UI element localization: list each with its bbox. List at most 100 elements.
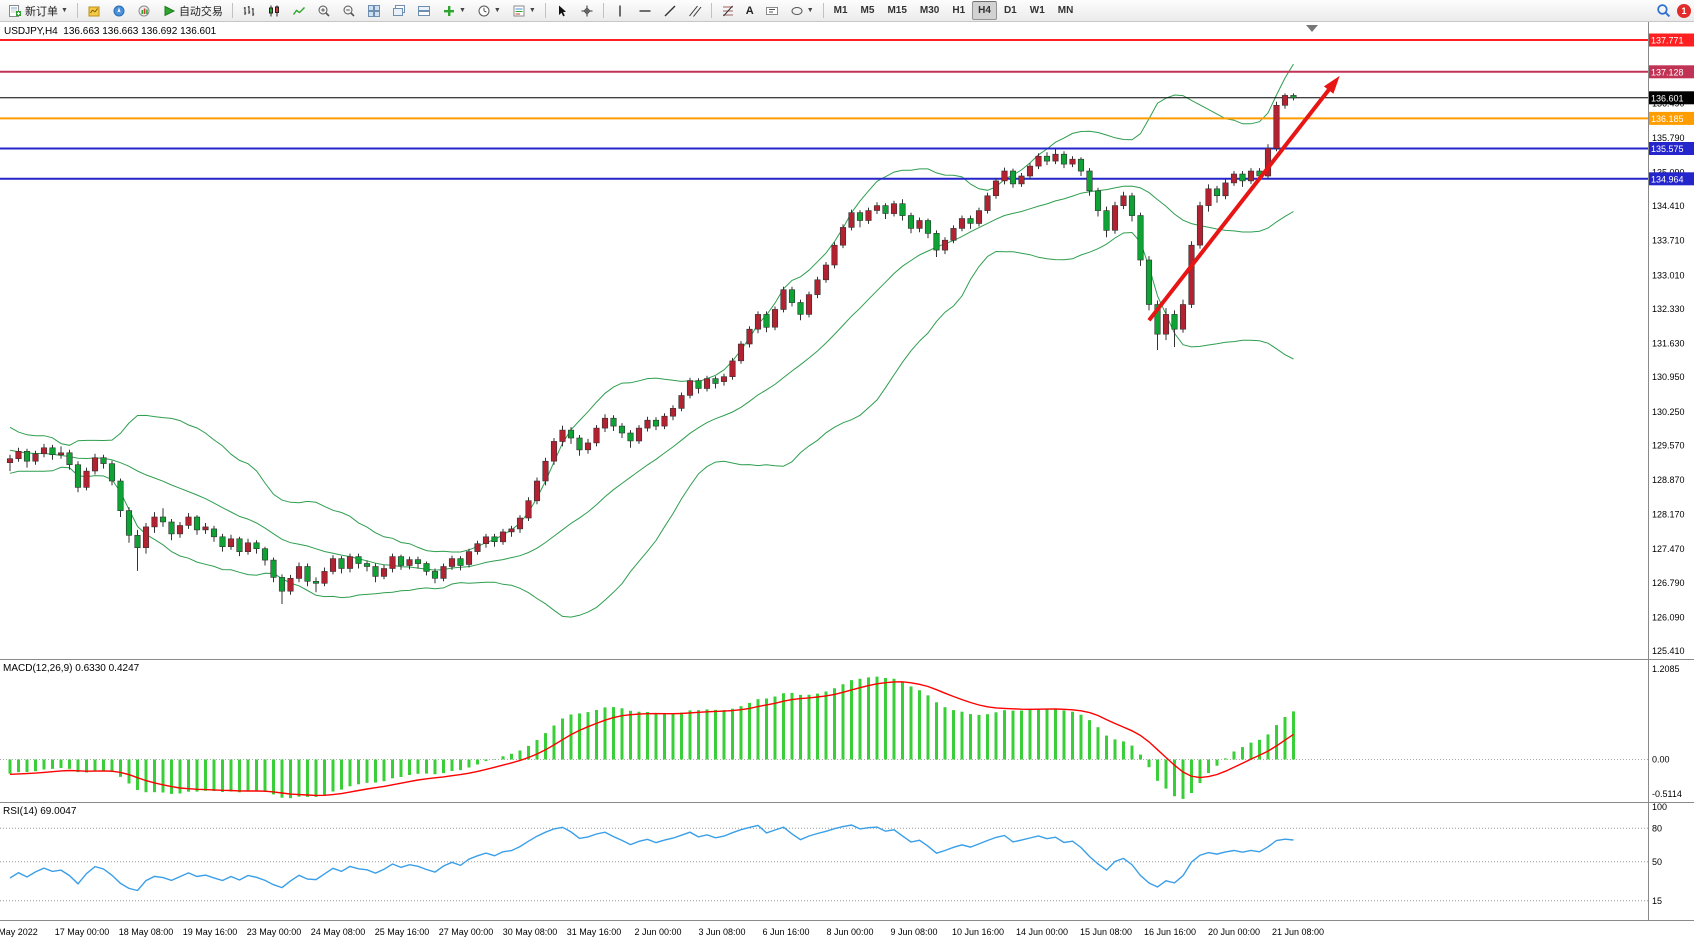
new-order-caret-icon: ▼ bbox=[61, 7, 68, 14]
horizontal-line-icon bbox=[639, 9, 651, 12]
templates-button[interactable]: ▼ bbox=[507, 1, 541, 21]
timeframe-d1-button[interactable]: D1 bbox=[1003, 5, 1017, 16]
line-chart-mode-button[interactable] bbox=[287, 1, 311, 21]
chart-shift-marker[interactable] bbox=[1306, 25, 1318, 32]
svg-text:80: 80 bbox=[1652, 823, 1662, 833]
arrange-windows-button[interactable] bbox=[412, 1, 436, 21]
svg-text:1.2085: 1.2085 bbox=[1652, 664, 1680, 674]
svg-text:136.185: 136.185 bbox=[1651, 114, 1684, 124]
svg-text:133.010: 133.010 bbox=[1652, 270, 1685, 280]
zoom-in-button[interactable] bbox=[312, 1, 336, 21]
svg-text:137.771: 137.771 bbox=[1651, 36, 1684, 46]
svg-text:14 Jun 00:00: 14 Jun 00:00 bbox=[1016, 927, 1068, 937]
shapes-tool-button[interactable]: ▼ bbox=[785, 1, 819, 21]
autotrading-label: 自动交易 bbox=[178, 5, 223, 18]
text-tool-button[interactable]: A bbox=[741, 1, 759, 21]
shapes-caret-icon: ▼ bbox=[806, 7, 814, 14]
main-price-panel bbox=[0, 25, 1648, 618]
svg-text:25 May 16:00: 25 May 16:00 bbox=[375, 927, 430, 937]
horizontal-line-tool-button[interactable] bbox=[633, 1, 657, 21]
price-tag-134.964 bbox=[1648, 172, 1694, 186]
svg-text:137.128: 137.128 bbox=[1651, 67, 1684, 77]
navigator-icon bbox=[113, 5, 125, 16]
svg-text:134.964: 134.964 bbox=[1651, 174, 1684, 184]
svg-text:24 May 08:00: 24 May 08:00 bbox=[311, 927, 366, 937]
price-tag-136.601 bbox=[1648, 91, 1694, 105]
new-order-button[interactable]: 新订单 ▼ bbox=[3, 1, 73, 21]
panel-borders bbox=[0, 22, 1694, 921]
templates-caret-icon: ▼ bbox=[528, 7, 536, 14]
chart-canvas[interactable]: 136.490135.790135.090134.410133.710133.0… bbox=[0, 22, 1694, 943]
timeframe-h1-button[interactable]: H1 bbox=[952, 5, 966, 16]
chart-area[interactable]: 136.490135.790135.090134.410133.710133.0… bbox=[0, 22, 1694, 943]
fibonacci-tool-button[interactable] bbox=[716, 1, 740, 21]
autotrading-button[interactable]: 自动交易 bbox=[157, 1, 228, 21]
terminal-icon bbox=[138, 5, 150, 16]
timeframe-m15-button[interactable]: M15 bbox=[887, 5, 907, 16]
svg-text:130.950: 130.950 bbox=[1652, 372, 1685, 382]
svg-text:128.170: 128.170 bbox=[1652, 510, 1685, 520]
price-tag-136.185 bbox=[1648, 111, 1694, 125]
timeframe-m1-button[interactable]: M1 bbox=[833, 5, 848, 16]
vertical-line-icon bbox=[619, 5, 621, 16]
channel-icon bbox=[688, 5, 702, 17]
price-tag-135.575 bbox=[1648, 142, 1694, 155]
terminal-button[interactable] bbox=[132, 1, 156, 21]
svg-text:128.870: 128.870 bbox=[1652, 475, 1685, 485]
chart-ohlc-values: 136.663 136.663 136.692 136.601 bbox=[63, 26, 217, 37]
indicators-caret-icon: ▼ bbox=[458, 7, 466, 14]
toolbar-separator bbox=[602, 3, 604, 18]
svg-text:131.630: 131.630 bbox=[1652, 339, 1685, 349]
svg-text:18 May 08:00: 18 May 08:00 bbox=[119, 927, 174, 937]
zoom-out-button[interactable] bbox=[337, 1, 361, 21]
svg-text:23 May 00:00: 23 May 00:00 bbox=[247, 927, 302, 937]
svg-text:31 May 16:00: 31 May 16:00 bbox=[567, 927, 622, 937]
bollinger-upper-band bbox=[9, 63, 1294, 553]
timeframe-h4-button[interactable]: H4 bbox=[972, 1, 997, 20]
svg-text:2 Jun 00:00: 2 Jun 00:00 bbox=[634, 927, 681, 937]
tile-windows-button[interactable] bbox=[362, 1, 386, 21]
market-watch-button[interactable] bbox=[82, 1, 106, 21]
trend-arrow[interactable] bbox=[1147, 79, 1338, 322]
toolbar-separator bbox=[76, 3, 78, 18]
market-watch-icon bbox=[88, 6, 100, 16]
channel-tool-button[interactable] bbox=[683, 1, 707, 21]
indicators-button[interactable]: ▼ bbox=[437, 1, 471, 21]
svg-text:17 May 00:00: 17 May 00:00 bbox=[55, 927, 110, 937]
cascade-windows-button[interactable] bbox=[387, 1, 411, 21]
svg-text:20 Jun 00:00: 20 Jun 00:00 bbox=[1208, 927, 1260, 937]
timeframe-m30-button[interactable]: M30 bbox=[919, 5, 940, 16]
cascade-windows-icon bbox=[392, 4, 405, 16]
candles-layer bbox=[6, 93, 1297, 604]
crosshair-tool-button[interactable] bbox=[575, 1, 599, 21]
periods-caret-icon: ▼ bbox=[493, 7, 501, 14]
search-button[interactable] bbox=[1651, 1, 1676, 21]
svg-text:130.250: 130.250 bbox=[1652, 407, 1685, 417]
vertical-line-tool-button[interactable] bbox=[608, 1, 632, 21]
svg-text:6 Jun 16:00: 6 Jun 16:00 bbox=[762, 927, 809, 937]
bar-chart-mode-button[interactable] bbox=[237, 1, 261, 21]
bollinger-middle-band bbox=[9, 185, 1294, 571]
candlestick-mode-button[interactable] bbox=[262, 1, 286, 21]
notification-badge[interactable]: 1 bbox=[1677, 3, 1691, 18]
navigator-button[interactable] bbox=[107, 1, 131, 21]
crosshair-icon bbox=[581, 5, 593, 16]
trend-arrow-head bbox=[1323, 75, 1340, 94]
rsi-panel: 100 80 50 15 bbox=[0, 802, 1667, 906]
svg-text:30 May 08:00: 30 May 08:00 bbox=[503, 927, 558, 937]
text-label-tool-button[interactable] bbox=[760, 1, 784, 21]
timeframe-w1-button[interactable]: W1 bbox=[1029, 5, 1045, 16]
timeframe-m5-button[interactable]: M5 bbox=[860, 5, 875, 16]
search-icon bbox=[1657, 4, 1671, 18]
text-label-icon bbox=[765, 6, 778, 15]
chart-header: USDJPY,H4 136.663 136.663 136.692 136.60… bbox=[4, 26, 216, 37]
periods-button[interactable]: ▼ bbox=[472, 1, 506, 21]
cursor-tool-button[interactable] bbox=[550, 1, 574, 21]
trendline-tool-button[interactable] bbox=[658, 1, 682, 21]
new-order-icon bbox=[9, 4, 21, 17]
svg-text:132.330: 132.330 bbox=[1652, 304, 1685, 314]
timeframe-mn-button[interactable]: MN bbox=[1057, 5, 1074, 16]
svg-text:27 May 00:00: 27 May 00:00 bbox=[439, 927, 494, 937]
add-indicator-icon bbox=[443, 5, 454, 16]
bar-chart-icon bbox=[243, 5, 255, 16]
